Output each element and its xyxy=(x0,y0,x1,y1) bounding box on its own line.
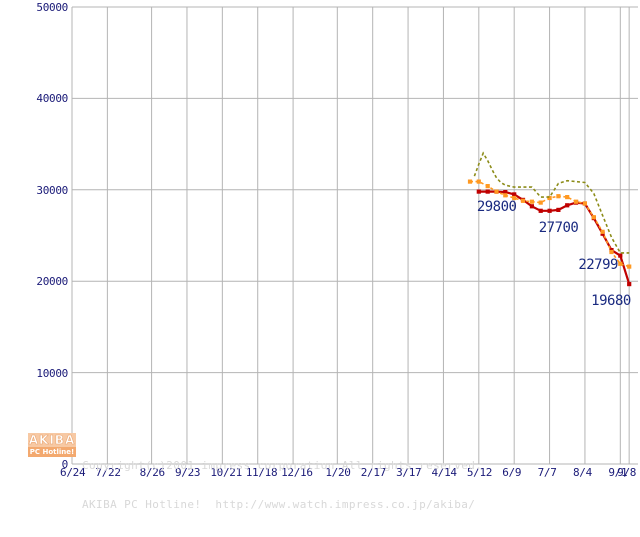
series-marker-lowest-price xyxy=(476,189,481,194)
series-marker-lowest-price xyxy=(529,204,534,209)
copyright-line-1: Copyright(c)2001 impress corporation All… xyxy=(82,459,483,472)
series-marker-average-price xyxy=(520,198,526,203)
series-marker-average-price xyxy=(538,200,543,205)
series-marker-average-price xyxy=(556,194,561,199)
akiba-logo: AKIBA PC Hotline! xyxy=(28,433,76,457)
chart-plot-area xyxy=(71,6,638,465)
x-axis-tick-label: 1/20 xyxy=(325,466,351,479)
series-marker-lowest-price xyxy=(565,203,570,208)
grid-lines xyxy=(71,6,638,465)
x-axis-tick-label: 8/26 xyxy=(139,466,166,479)
y-axis-tick-label: 30000 xyxy=(36,183,68,197)
x-axis-tick-label: 7/22 xyxy=(95,466,121,479)
price-chart: 0 10000 20000 30000 40000 50000 6/24 7/22 8/26 9… xyxy=(28,1,638,511)
series-line-highest-price xyxy=(473,151,630,254)
series-marker-average-price xyxy=(467,179,473,184)
series-marker-average-price xyxy=(529,199,534,204)
watermark: AKIBA PC Hotline! Copyright(c)2001 impre… xyxy=(28,433,482,537)
series-marker-average-price xyxy=(591,215,596,220)
x-axis-tick-label: 9/8 xyxy=(617,466,637,479)
x-axis-tick-label: 2/17 xyxy=(360,466,387,479)
x-axis-tick-label: 4/14 xyxy=(431,466,457,479)
x-axis-tick-label: 9/23 xyxy=(174,466,201,479)
series-marker-average-price xyxy=(609,249,614,255)
series-marker-lowest-price xyxy=(512,192,517,197)
akiba-logo-top-text: AKIBA xyxy=(28,433,76,447)
x-axis-tick-label: 7/7 xyxy=(537,466,557,479)
data-series-layer xyxy=(467,151,632,287)
x-axis-tick-label: 9/1 xyxy=(608,466,628,479)
series-marker-lowest-price xyxy=(485,189,490,194)
series-marker-average-price xyxy=(503,193,508,198)
series-marker-average-price xyxy=(476,179,481,184)
copyright-line-2: AKIBA PC Hotline! http://www.watch.impre… xyxy=(82,498,476,511)
x-axis-tick-label: 5/12 xyxy=(466,466,493,479)
series-marker-average-price xyxy=(574,199,579,204)
x-axis-tick-label: 6/24 xyxy=(60,466,86,479)
x-axis-tick-label: 3/17 xyxy=(396,466,422,479)
series-marker-lowest-price xyxy=(627,282,632,287)
series-marker-average-price xyxy=(618,261,623,266)
series-marker-average-price xyxy=(512,195,517,201)
y-axis-tick-label: 0 xyxy=(61,458,69,471)
x-axis-tick-label: 11/18 xyxy=(245,466,278,479)
data-point-value-label: 22799 xyxy=(578,256,618,273)
series-marker-average-price xyxy=(485,184,490,189)
data-point-value-label: 19680 xyxy=(591,293,631,310)
y-axis-tick-label: 10000 xyxy=(36,366,68,380)
x-axis-tick-label: 8/4 xyxy=(572,466,592,479)
data-point-value-label: 29800 xyxy=(476,198,517,215)
series-marker-lowest-price xyxy=(538,208,543,213)
series-marker-average-price xyxy=(627,264,632,269)
x-axis-tick-label: 6/9 xyxy=(502,466,522,479)
x-axis-tick-label: 10/21 xyxy=(210,466,242,479)
y-axis-tick-label: 50000 xyxy=(36,1,68,14)
x-axis-tick-label: 12/16 xyxy=(281,466,313,479)
series-marker-average-price xyxy=(582,201,587,206)
series-marker-average-price xyxy=(547,195,552,201)
series-marker-average-price xyxy=(600,229,605,234)
copyright-block: Copyright(c)2001 impress corporation All… xyxy=(82,433,482,537)
data-point-value-label: 27700 xyxy=(538,219,579,236)
series-marker-lowest-price xyxy=(556,207,561,212)
akiba-logo-bottom-text: PC Hotline! xyxy=(28,447,76,457)
series-marker-average-price xyxy=(494,189,499,194)
y-axis-tick-label: 40000 xyxy=(36,92,68,106)
series-marker-lowest-price xyxy=(618,253,623,258)
series-marker-average-price xyxy=(565,195,570,200)
series-marker-lowest-price xyxy=(547,208,552,213)
y-axis-tick-label: 20000 xyxy=(36,275,68,289)
series-marker-lowest-price xyxy=(503,190,508,195)
